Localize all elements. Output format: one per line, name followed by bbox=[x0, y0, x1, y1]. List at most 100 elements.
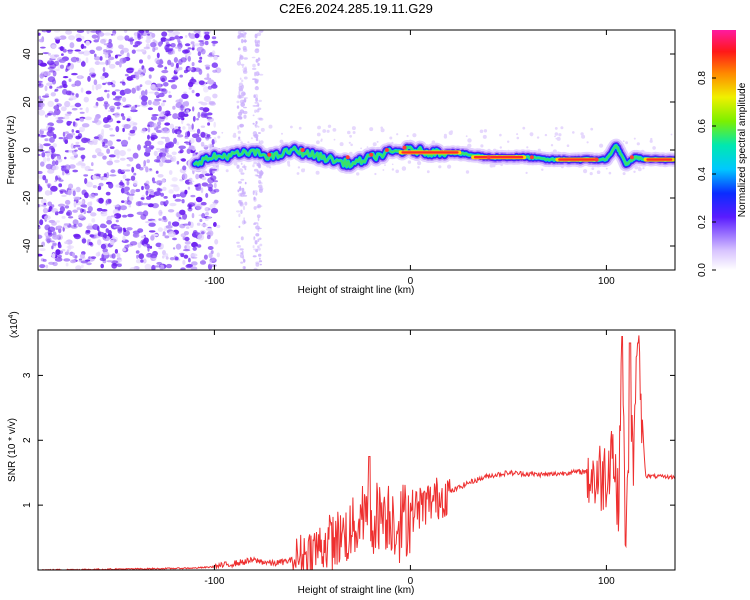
noise-dot bbox=[197, 234, 205, 241]
noise-dot bbox=[94, 116, 99, 123]
noise-dot bbox=[144, 140, 152, 147]
noise-dot bbox=[59, 46, 64, 52]
noise-dot bbox=[237, 189, 240, 193]
noise-dot bbox=[163, 196, 168, 199]
x-tick-label: 0 bbox=[408, 576, 414, 587]
noise-dot bbox=[150, 136, 155, 141]
noise-dot bbox=[38, 32, 41, 36]
noise-dot bbox=[38, 170, 43, 175]
noise-dot bbox=[38, 95, 42, 100]
noise-dot bbox=[73, 196, 81, 200]
noise-dot bbox=[168, 94, 172, 98]
noise-dot bbox=[201, 170, 208, 175]
noise-dot bbox=[101, 253, 104, 260]
noise-dot bbox=[146, 243, 151, 249]
noise-dot bbox=[73, 223, 77, 228]
noise-dot bbox=[167, 209, 175, 213]
noise-dot bbox=[84, 192, 89, 199]
noise-dot bbox=[109, 134, 116, 137]
noise-dot bbox=[50, 147, 56, 153]
noise-dot bbox=[104, 89, 108, 93]
noise-dot bbox=[61, 53, 64, 56]
noise-dot bbox=[157, 150, 163, 153]
noise-dot bbox=[126, 227, 133, 231]
noise-dot bbox=[544, 133, 548, 137]
noise-dot bbox=[167, 59, 172, 66]
noise-dot bbox=[103, 124, 111, 128]
noise-dot bbox=[240, 172, 245, 175]
noise-dot bbox=[44, 85, 48, 92]
noise-dot bbox=[64, 156, 67, 160]
noise-dot bbox=[182, 260, 186, 265]
noise-dot bbox=[207, 117, 214, 123]
noise-dot bbox=[111, 253, 116, 259]
noise-dot bbox=[238, 88, 244, 92]
noise-dot bbox=[137, 228, 144, 233]
noise-dot bbox=[237, 139, 242, 141]
noise-dot bbox=[178, 126, 181, 130]
colorbar-label: Normalized spectral amplitude bbox=[737, 82, 748, 217]
noise-dot bbox=[44, 215, 51, 221]
noise-dot bbox=[85, 107, 89, 113]
noise-dot bbox=[241, 79, 244, 83]
noise-dot bbox=[124, 35, 130, 41]
noise-dot bbox=[75, 145, 81, 148]
noise-dot bbox=[156, 187, 161, 192]
noise-dot bbox=[54, 54, 60, 58]
noise-dot bbox=[69, 137, 73, 140]
noise-dot bbox=[179, 178, 184, 182]
noise-dot bbox=[94, 61, 101, 65]
noise-dot bbox=[61, 249, 66, 252]
noise-dot bbox=[51, 208, 58, 213]
noise-dot bbox=[60, 191, 63, 194]
noise-dot bbox=[76, 162, 82, 166]
noise-dot bbox=[192, 115, 196, 122]
noise-dot bbox=[151, 115, 158, 121]
noise-dot bbox=[239, 248, 244, 251]
noise-dot bbox=[257, 103, 260, 107]
noise-dot bbox=[72, 151, 78, 156]
noise-dot bbox=[73, 201, 77, 208]
noise-dot bbox=[41, 152, 46, 158]
noise-dot bbox=[214, 239, 219, 245]
noise-dot bbox=[158, 41, 162, 47]
noise-dot bbox=[53, 30, 61, 33]
ridge-hotspot bbox=[345, 155, 350, 160]
noise-dot bbox=[106, 148, 110, 154]
noise-dot bbox=[236, 244, 242, 248]
noise-dot bbox=[160, 136, 167, 139]
noise-dot bbox=[58, 137, 64, 140]
noise-dot bbox=[167, 79, 176, 83]
noise-dot bbox=[46, 152, 50, 157]
noise-dot bbox=[160, 192, 165, 197]
noise-dot bbox=[89, 67, 95, 74]
noise-dot bbox=[165, 256, 169, 260]
noise-dot bbox=[56, 225, 63, 229]
noise-dot bbox=[237, 35, 241, 39]
noise-dot bbox=[560, 126, 564, 130]
noise-dot bbox=[173, 57, 178, 63]
noise-dot bbox=[206, 112, 213, 116]
noise-dot bbox=[111, 83, 116, 88]
noise-dot bbox=[240, 116, 243, 120]
noise-dot bbox=[126, 68, 135, 71]
noise-dot bbox=[72, 169, 79, 173]
noise-dot bbox=[140, 90, 146, 97]
noise-dot bbox=[39, 248, 46, 252]
noise-dot bbox=[63, 258, 71, 262]
noise-dot bbox=[258, 205, 263, 208]
noise-dot bbox=[40, 161, 45, 167]
noise-dot bbox=[450, 130, 453, 134]
noise-dot bbox=[79, 118, 84, 122]
noise-dot bbox=[81, 264, 84, 268]
snr-y-scale-label: (x104) bbox=[8, 311, 20, 338]
noise-dot bbox=[168, 47, 174, 51]
noise-dot bbox=[148, 222, 156, 227]
noise-dot bbox=[443, 135, 448, 139]
noise-dot bbox=[256, 214, 261, 218]
noise-dot bbox=[129, 121, 136, 127]
noise-dot bbox=[38, 226, 42, 229]
y-tick-label: 3 bbox=[22, 372, 33, 378]
noise-dot bbox=[126, 164, 131, 167]
noise-dot bbox=[85, 90, 92, 95]
